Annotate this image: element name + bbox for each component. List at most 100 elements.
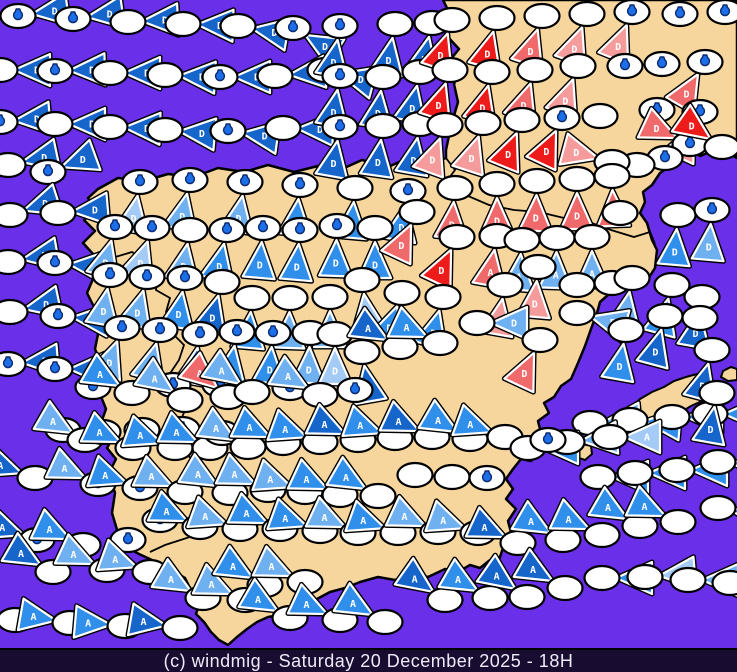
precipitation-droplet-icon [134, 174, 146, 187]
anticyclonic-letter: A [168, 575, 174, 586]
precipitation-droplet-icon [556, 110, 568, 123]
cyclonic-letter: D [332, 367, 338, 378]
station-ellipse [359, 482, 397, 510]
caption-bar: (c) windmig - Saturday 20 December 2025 … [0, 648, 737, 672]
cyclonic-letter: D [331, 159, 337, 170]
station-ellipse [219, 12, 257, 40]
anticyclonic-letter: A [163, 507, 169, 518]
wind-cone [512, 548, 554, 583]
wind-cone [241, 240, 276, 281]
station-ellipse [593, 162, 631, 190]
wind-cone [286, 458, 329, 491]
station-ellipse [264, 114, 302, 142]
anticyclonic-letter: A [303, 600, 309, 611]
wind-cone [133, 357, 175, 394]
precipitation-droplet-icon [257, 220, 269, 233]
station-ellipse [0, 151, 27, 179]
station-ellipse [703, 133, 737, 161]
precipitation-droplet-icon [659, 150, 671, 163]
station-ellipse [0, 298, 29, 326]
station-ellipse [523, 2, 561, 30]
wind-cone [195, 407, 237, 442]
wind-cone [558, 132, 600, 166]
wind-cone [79, 411, 122, 444]
caption-text: (c) windmig - Saturday 20 December 2025 … [163, 650, 574, 671]
wind-cone [503, 351, 536, 394]
wind-cone [690, 222, 725, 263]
cyclonic-letter: D [562, 96, 568, 107]
station-ellipse [544, 526, 582, 554]
cyclonic-letter: D [216, 262, 222, 273]
precipitation-droplet-icon [542, 432, 554, 445]
cyclonic-letter: D [322, 42, 328, 53]
anticyclonic-letter: A [605, 503, 611, 514]
wind-cone [44, 447, 87, 480]
cyclonic-letter: D [469, 154, 475, 165]
anticyclonic-letter: A [412, 574, 418, 585]
cyclonic-letter: D [386, 56, 392, 67]
station-ellipse [436, 174, 474, 202]
anticyclonic-letter: A [173, 428, 179, 439]
wind-cone [341, 404, 383, 438]
cyclonic-letter: D [411, 156, 417, 167]
anticyclonic-letter: A [137, 431, 143, 442]
wind-cone [437, 558, 479, 593]
anticyclonic-letter: A [401, 512, 407, 523]
station-ellipse [698, 379, 736, 407]
wind-cone [251, 545, 294, 578]
anticyclonic-letter: A [494, 571, 500, 582]
cyclonic-letter: D [372, 261, 378, 272]
anticyclonic-letter: A [528, 517, 534, 528]
anticyclonic-letter: A [321, 420, 327, 431]
station-ellipse [581, 102, 619, 130]
station-ellipse [503, 106, 541, 134]
cyclonic-letter: D [571, 44, 577, 55]
precipitation-droplet-icon [267, 325, 279, 338]
station-ellipse [583, 564, 621, 592]
cyclonic-letter: D [131, 214, 137, 225]
station-ellipse [579, 463, 617, 491]
cyclonic-letter: D [236, 214, 242, 225]
station-ellipse [364, 63, 402, 91]
station-ellipse [699, 448, 737, 476]
wind-cone [84, 287, 119, 329]
precipitation-droplet-icon [699, 54, 711, 67]
wind-cone [489, 305, 529, 341]
cyclonic-letter: D [532, 299, 538, 310]
precipitation-droplet-icon [294, 177, 306, 190]
cyclonic-letter: D [543, 147, 549, 158]
cyclonic-letter: D [80, 155, 86, 166]
wind-cone [212, 545, 254, 580]
precipitation-droplet-icon [141, 269, 153, 282]
anticyclonic-letter: A [282, 425, 288, 436]
wind-cone [146, 490, 189, 523]
cyclonic-letter: D [107, 9, 113, 20]
precipitation-droplet-icon [349, 382, 361, 395]
anticyclonic-letter: A [246, 423, 252, 434]
precipitation-droplet-icon [287, 20, 299, 33]
wind-cone [487, 131, 520, 174]
precipitation-droplet-icon [67, 11, 79, 24]
anticyclonic-letter: A [152, 374, 158, 385]
cyclonic-letter: D [693, 329, 699, 340]
station-ellipse [383, 279, 421, 307]
anticyclonic-letter: A [435, 416, 441, 427]
precipitation-droplet-icon [674, 6, 686, 19]
wind-cone [32, 400, 74, 435]
cyclonic-letter: D [528, 47, 534, 58]
wind-cone [624, 485, 667, 518]
precipitation-droplet-icon [334, 18, 346, 31]
cyclonic-letter: D [262, 132, 268, 143]
precipitation-droplet-icon [49, 361, 61, 374]
wind-cone [251, 458, 293, 492]
station-ellipse [591, 423, 629, 451]
wind-cone [229, 406, 272, 439]
station-ellipse [559, 52, 597, 80]
station-ellipse [311, 283, 349, 311]
station-ellipse [659, 508, 697, 536]
station-ellipse [426, 111, 464, 139]
precipitation-droplet-icon [214, 69, 226, 82]
station-ellipse [508, 583, 546, 611]
cyclonic-letter: D [209, 313, 215, 324]
